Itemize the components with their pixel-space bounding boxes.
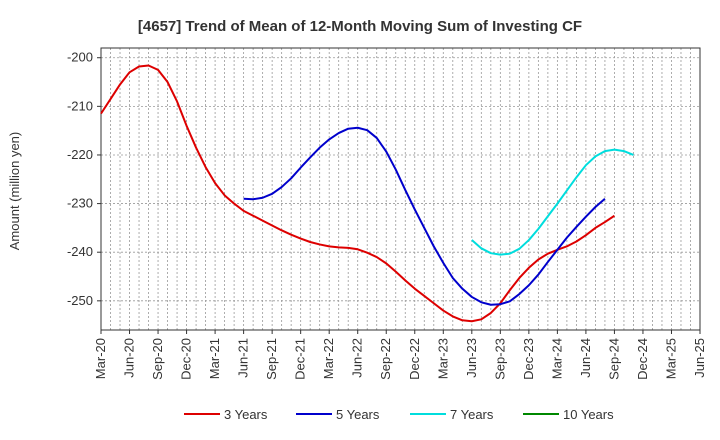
x-tick-label: Sep-21 [264,338,279,380]
x-tick-label: Mar-25 [663,338,678,379]
y-tick-label: -220 [67,147,93,162]
y-tick-label: -200 [67,50,93,65]
chart-title: [4657] Trend of Mean of 12-Month Moving … [138,18,582,35]
x-tick-label: Mar-21 [207,338,222,379]
series-line-5-years [243,126,606,306]
plot-frame [100,47,701,331]
x-tick-label: Dec-21 [293,338,308,380]
legend-label-10-years: 10 Years [563,407,614,422]
x-tick-label: Dec-20 [179,338,194,380]
x-tick-label: Dec-23 [521,338,536,380]
x-tick-label: Jun-24 [578,338,593,378]
x-tick-label: Mar-23 [435,338,450,379]
x-tick-label: Mar-22 [321,338,336,379]
y-axis-label: Amount (million yen) [7,132,22,251]
x-tick-label: Sep-24 [606,338,621,380]
x-tick-label: Jun-20 [122,338,137,378]
y-tick-label: -240 [67,244,93,259]
y-tick-label: -250 [67,293,93,308]
y-tick-label: -210 [67,98,93,113]
legend-label-5-years: 5 Years [336,407,380,422]
y-axis-ticks: -200 -210 -220 -230 -240 -250 [67,50,101,308]
series-line-3-years [100,64,615,323]
y-tick-label: -230 [67,196,93,211]
x-tick-label: Dec-22 [407,338,422,380]
x-tick-label: Jun-22 [350,338,365,378]
x-axis-ticks: Mar-20 Jun-20 Sep-20 Dec-20 Mar-21 Jun-21 Sep-… [93,330,707,380]
x-tick-label: Jun-21 [236,338,251,378]
x-tick-label: Mar-24 [549,338,564,379]
x-tick-label: Sep-22 [378,338,393,380]
series-lines [100,64,634,323]
legend: 3 Years 5 Years 7 Years 10 Years [184,407,614,422]
x-tick-label: Sep-20 [150,338,165,380]
legend-label-3-years: 3 Years [224,407,268,422]
grid [101,48,700,330]
series-line-7-years [471,148,634,256]
legend-label-7-years: 7 Years [450,407,494,422]
x-tick-label: Dec-24 [635,338,650,380]
x-tick-label: Jun-23 [464,338,479,378]
x-tick-label: Sep-23 [492,338,507,380]
x-tick-label: Mar-20 [93,338,108,379]
x-tick-label: Jun-25 [692,338,707,378]
